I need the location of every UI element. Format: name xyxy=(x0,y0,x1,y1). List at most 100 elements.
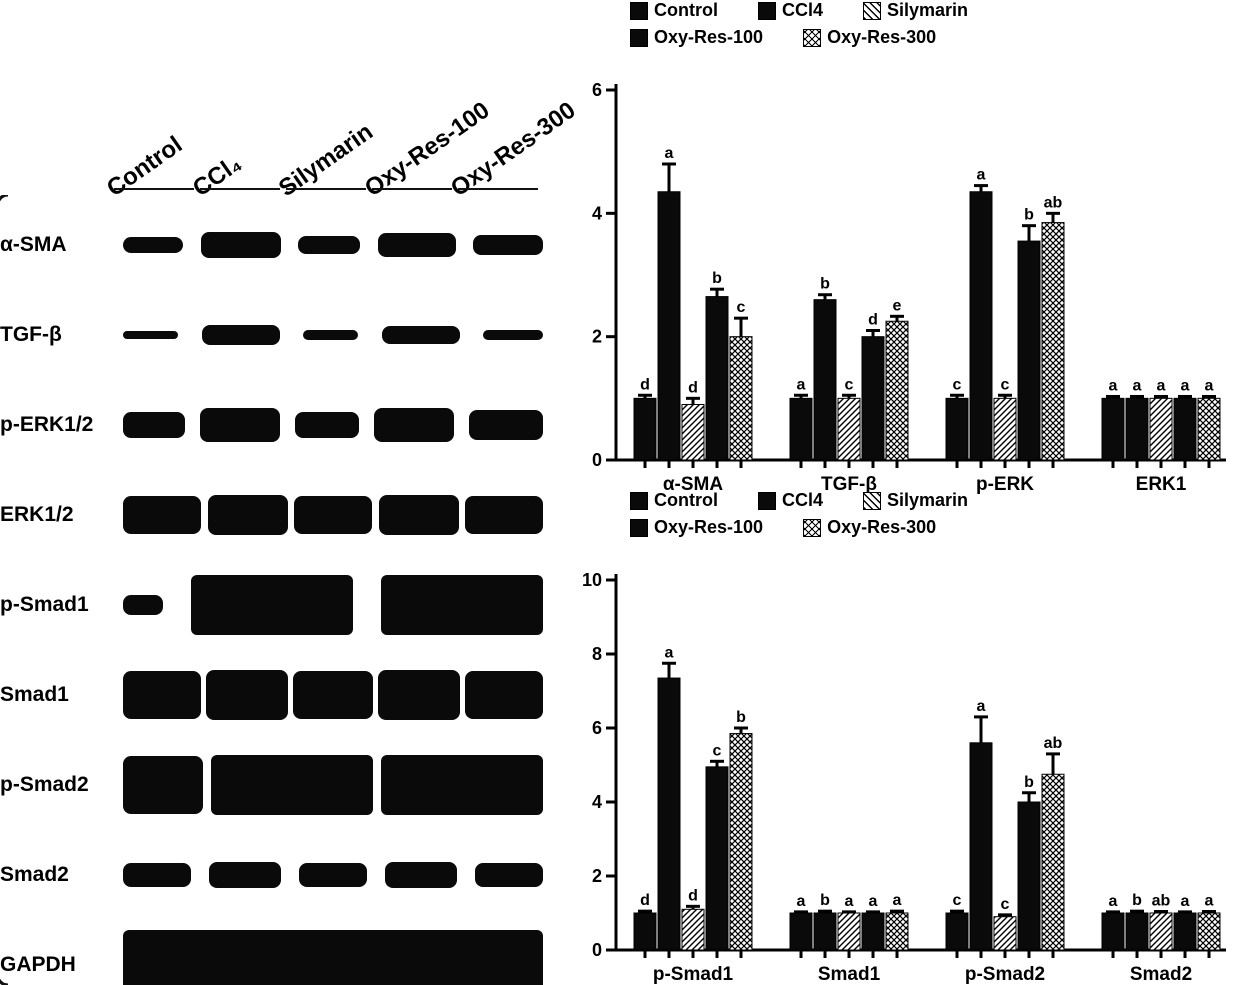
svg-text:8: 8 xyxy=(592,644,602,664)
legend-swatch xyxy=(758,2,776,20)
blot-band xyxy=(382,326,460,344)
svg-text:2: 2 xyxy=(592,866,602,886)
bar xyxy=(790,398,812,460)
legend-swatch xyxy=(803,519,821,537)
bar xyxy=(1150,398,1172,460)
blot-band xyxy=(378,233,456,257)
bar-sig-letter: d xyxy=(640,376,650,393)
svg-text:0: 0 xyxy=(592,450,602,470)
legend-item: CCl4 xyxy=(758,0,823,21)
legend-swatch xyxy=(863,492,881,510)
bar-sig-letter: a xyxy=(1181,893,1190,910)
blot-band xyxy=(123,496,201,534)
bar xyxy=(886,321,908,460)
svg-text:0: 0 xyxy=(592,940,602,960)
blot-row xyxy=(118,920,548,985)
bar xyxy=(1042,774,1064,950)
bar xyxy=(814,300,836,460)
bar-sig-letter: b xyxy=(820,276,830,293)
blot-band xyxy=(469,410,543,440)
bar-sig-letter: b xyxy=(820,892,830,909)
bar xyxy=(838,398,860,460)
blot-row xyxy=(118,290,548,380)
blot-band xyxy=(381,755,543,815)
bar-sig-letter: b xyxy=(1132,892,1142,909)
bar xyxy=(946,913,968,950)
bar-sig-letter: a xyxy=(869,893,878,910)
chart-top-legend: ControlCCl4SilymarinOxy-Res-100Oxy-Res-3… xyxy=(630,0,1240,54)
bar xyxy=(946,398,968,460)
blot-lanes xyxy=(118,200,548,985)
legend-label: Silymarin xyxy=(887,0,968,21)
bar xyxy=(1174,913,1196,950)
bar-sig-letter: ab xyxy=(1152,893,1171,910)
blot-band xyxy=(123,930,543,985)
bar xyxy=(994,917,1016,950)
bar-sig-letter: d xyxy=(688,887,698,904)
bar-sig-letter: e xyxy=(893,297,902,314)
blot-band xyxy=(206,670,288,720)
bar xyxy=(1102,398,1124,460)
bar xyxy=(1102,913,1124,950)
lane-header: Silymarin xyxy=(274,118,379,203)
bar-sig-letter: b xyxy=(1024,774,1034,791)
blot-band xyxy=(123,863,191,887)
blot-row-label: Smad2 xyxy=(0,830,115,920)
blot-row xyxy=(118,740,548,830)
lane-header: CCl₄ xyxy=(188,150,247,203)
legend-item: Oxy-Res-100 xyxy=(630,27,763,48)
blot-row-labels: α-SMATGF-βp-ERK1/2ERK1/2p-Smad1Smad1p-Sm… xyxy=(0,200,115,985)
bar xyxy=(1126,913,1148,950)
legend-item: Control xyxy=(630,490,718,511)
blot-row-label: α-SMA xyxy=(0,200,115,290)
bar-sig-letter: b xyxy=(1024,207,1034,224)
bar-sig-letter: c xyxy=(953,892,962,909)
blot-band xyxy=(123,671,201,719)
legend-swatch xyxy=(630,519,648,537)
bar xyxy=(1126,398,1148,460)
blot-band xyxy=(208,495,288,535)
bar xyxy=(838,913,860,950)
svg-text:10: 10 xyxy=(582,570,602,590)
svg-text:2: 2 xyxy=(592,327,602,347)
bar xyxy=(658,192,680,460)
legend-label: Silymarin xyxy=(887,490,968,511)
legend-label: Control xyxy=(654,0,718,21)
bar xyxy=(1150,913,1172,950)
group-label: p-Smad1 xyxy=(653,964,734,985)
bar-chart-top: ControlCCl4SilymarinOxy-Res-100Oxy-Res-3… xyxy=(570,0,1240,500)
bar-sig-letter: a xyxy=(665,145,674,162)
bar-sig-letter: a xyxy=(1109,893,1118,910)
blot-band xyxy=(385,862,457,888)
bar xyxy=(970,192,992,460)
bar-sig-letter: a xyxy=(1205,377,1214,394)
blot-band xyxy=(123,595,163,615)
bar-sig-letter: b xyxy=(712,270,722,287)
chart-bottom-legend: ControlCCl4SilymarinOxy-Res-100Oxy-Res-3… xyxy=(630,490,1240,544)
legend-item: Oxy-Res-100 xyxy=(630,517,763,538)
blot-row xyxy=(118,200,548,290)
bar-sig-letter: a xyxy=(1181,377,1190,394)
blot-band xyxy=(294,496,372,534)
legend-item: Control xyxy=(630,0,718,21)
svg-text:6: 6 xyxy=(592,718,602,738)
bar-sig-letter: a xyxy=(845,893,854,910)
blot-lane-headers: ControlCCl₄SilymarinOxy-Res-100Oxy-Res-3… xyxy=(118,0,548,200)
bar-sig-letter: d xyxy=(688,379,698,396)
legend-swatch xyxy=(803,29,821,47)
bar-sig-letter: ab xyxy=(1044,735,1063,752)
blot-left-bracket xyxy=(0,195,10,985)
bar-sig-letter: c xyxy=(845,376,854,393)
blot-row xyxy=(118,650,548,740)
bar xyxy=(634,398,656,460)
bar xyxy=(634,913,656,950)
legend-label: CCl4 xyxy=(782,0,823,21)
legend-swatch xyxy=(630,29,648,47)
svg-text:6: 6 xyxy=(592,80,602,100)
legend-label: CCl4 xyxy=(782,490,823,511)
legend-swatch xyxy=(863,2,881,20)
bar xyxy=(970,743,992,950)
legend-label: Control xyxy=(654,490,718,511)
western-blot-panel: ControlCCl₄SilymarinOxy-Res-100Oxy-Res-3… xyxy=(0,0,555,985)
blot-band xyxy=(299,863,367,887)
